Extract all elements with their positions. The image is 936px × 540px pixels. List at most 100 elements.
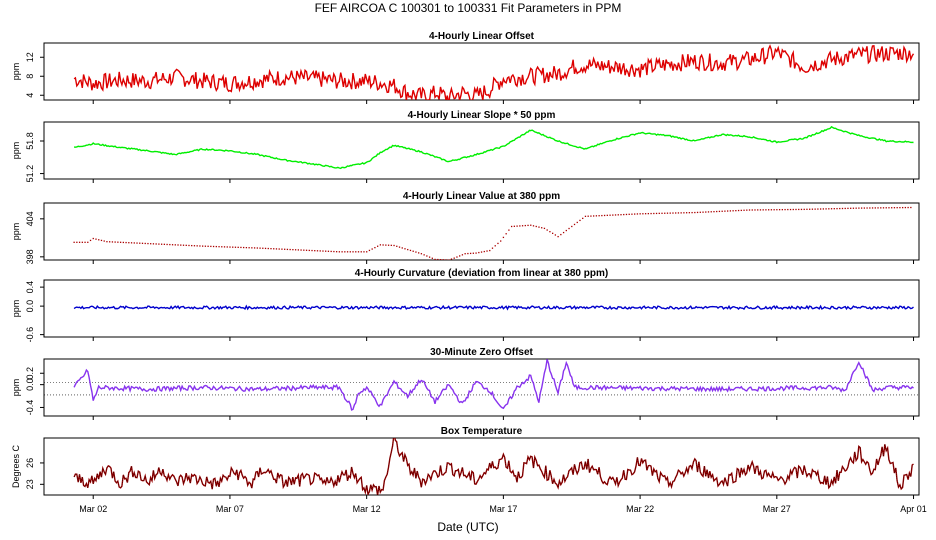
- data-point: [259, 247, 261, 249]
- data-point: [475, 252, 477, 254]
- data-point: [546, 229, 548, 231]
- data-point: [560, 233, 562, 236]
- data-point: [740, 209, 742, 212]
- panel-frame: [43, 42, 920, 101]
- y-axis-label: ppm: [11, 223, 21, 241]
- data-point: [809, 208, 811, 210]
- data-point: [489, 249, 491, 252]
- data-point: [806, 208, 808, 210]
- data-point: [584, 215, 587, 217]
- data-point: [426, 255, 428, 257]
- data-point: [644, 213, 647, 215]
- data-point: [778, 209, 781, 211]
- data-point: [237, 246, 239, 249]
- data-point: [535, 225, 537, 228]
- y-axis-label: ppm: [11, 300, 21, 318]
- data-point: [385, 244, 387, 246]
- data-point: [180, 244, 182, 246]
- data-point: [262, 247, 264, 249]
- data-point: [710, 211, 712, 213]
- data-point: [680, 212, 682, 214]
- x-axis: Mar 02 Mar 07 Mar 12 Mar 17 Mar 22 Mar 27 Apr …: [79, 504, 927, 514]
- y-tick-label: -0.6: [25, 327, 35, 343]
- data-point: [685, 212, 688, 214]
- x-tick-label: Mar 27: [763, 504, 791, 514]
- data-point: [78, 241, 81, 243]
- data-point: [396, 245, 398, 247]
- data-point: [169, 243, 171, 246]
- data-point: [798, 208, 800, 211]
- data-point: [634, 213, 636, 215]
- data-point: [191, 244, 193, 247]
- data-point: [130, 242, 133, 244]
- data-point: [688, 212, 691, 214]
- data-point: [210, 245, 212, 248]
- data-point: [366, 251, 368, 253]
- data-point: [325, 250, 327, 252]
- panel-2: 4-Hourly Linear Value at 380 ppm ppm 398 40…: [11, 191, 920, 264]
- data-point: [92, 237, 94, 240]
- data-point: [275, 248, 278, 250]
- data-point: [158, 243, 160, 245]
- data-point: [327, 250, 330, 252]
- data-point: [631, 213, 633, 215]
- data-point: [305, 249, 308, 251]
- y-axis-label: ppm: [11, 379, 21, 397]
- data-point: [896, 207, 898, 209]
- data-point: [155, 243, 157, 245]
- data-point: [732, 210, 734, 212]
- data-point: [401, 247, 403, 249]
- data-point: [530, 224, 532, 226]
- data-point: [647, 212, 649, 215]
- data-point: [478, 251, 480, 254]
- panel-title: 30-Minute Zero Offset: [430, 347, 533, 358]
- data-point: [757, 209, 759, 211]
- data-point: [267, 247, 269, 250]
- data-point: [497, 242, 499, 245]
- data-point: [901, 206, 904, 209]
- data-point: [776, 209, 778, 211]
- data-point: [338, 251, 341, 253]
- data-point: [76, 241, 78, 243]
- data-point: [521, 225, 524, 227]
- data-point: [729, 210, 732, 212]
- panel-3: 4-Hourly Curvature (deviation from linea…: [11, 268, 920, 343]
- data-point: [579, 219, 581, 222]
- data-point: [612, 214, 614, 216]
- data-point: [251, 247, 253, 249]
- data-point: [483, 250, 485, 253]
- data-point: [193, 245, 196, 247]
- data-point: [573, 223, 576, 226]
- data-point: [245, 246, 248, 249]
- data-point: [139, 242, 141, 244]
- data-point: [407, 248, 409, 251]
- data-point: [453, 257, 455, 259]
- data-point: [281, 248, 283, 250]
- data-point: [412, 250, 414, 252]
- data-point: [885, 207, 887, 209]
- data-point: [199, 245, 201, 247]
- y-tick-label: 0.2: [25, 367, 35, 380]
- x-tick-label: Apr 01: [900, 504, 927, 514]
- data-point: [207, 245, 209, 247]
- data-point: [270, 248, 272, 250]
- data-point: [98, 239, 100, 241]
- data-point: [166, 243, 168, 246]
- data-point: [182, 244, 185, 246]
- y-tick-label: 51.2: [25, 165, 35, 183]
- series-line: [73, 438, 914, 495]
- data-point: [133, 242, 135, 244]
- data-point: [800, 208, 803, 211]
- data-point: [841, 207, 844, 210]
- data-point: [303, 249, 305, 251]
- data-point: [784, 208, 786, 211]
- data-point: [882, 207, 885, 209]
- data-point: [278, 248, 280, 250]
- data-point: [428, 256, 431, 258]
- data-point: [87, 241, 89, 243]
- data-point: [109, 241, 111, 243]
- data-point: [675, 212, 677, 214]
- data-point: [609, 214, 611, 216]
- series-dots: [73, 206, 912, 260]
- data-point: [603, 214, 606, 217]
